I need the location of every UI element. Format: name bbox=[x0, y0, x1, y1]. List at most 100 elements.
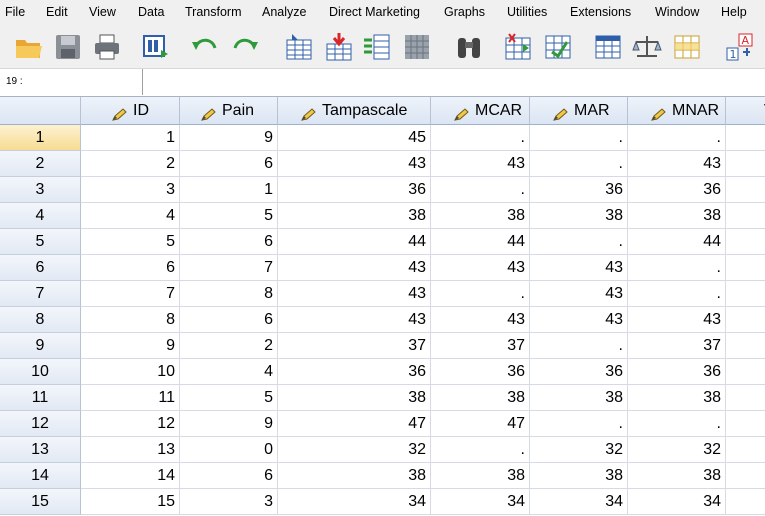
cell-id[interactable]: 2 bbox=[81, 151, 180, 177]
cell-tampascale[interactable]: 43 bbox=[278, 255, 431, 281]
cell-mar[interactable]: 36 bbox=[530, 177, 628, 203]
col-header-pain[interactable]: Pain bbox=[180, 97, 278, 125]
cell-mcar[interactable]: 47 bbox=[431, 411, 530, 437]
cell-partial[interactable] bbox=[726, 359, 765, 385]
cell-mcar[interactable]: 38 bbox=[431, 463, 530, 489]
cell-id[interactable]: 4 bbox=[81, 203, 180, 229]
cell-partial[interactable] bbox=[726, 411, 765, 437]
cell-partial[interactable] bbox=[726, 385, 765, 411]
cell-mnar[interactable]: 43 bbox=[628, 307, 726, 333]
row-header[interactable]: 2 bbox=[0, 151, 81, 177]
cell-tampascale[interactable]: 32 bbox=[278, 437, 431, 463]
cell-tampascale[interactable]: 38 bbox=[278, 463, 431, 489]
weight-cases-icon[interactable] bbox=[632, 32, 662, 62]
cell-mcar[interactable]: . bbox=[431, 281, 530, 307]
cell-mcar[interactable]: 38 bbox=[431, 203, 530, 229]
col-header-mar[interactable]: MAR bbox=[530, 97, 628, 125]
cell-pain[interactable]: 6 bbox=[180, 307, 278, 333]
cell-mnar[interactable]: 44 bbox=[628, 229, 726, 255]
row-header[interactable]: 3 bbox=[0, 177, 81, 203]
menu-view[interactable]: View bbox=[89, 5, 116, 19]
cell-id[interactable]: 11 bbox=[81, 385, 180, 411]
cell-tampascale[interactable]: 38 bbox=[278, 203, 431, 229]
insert-variable-icon[interactable] bbox=[543, 32, 573, 62]
menu-direct-marketing[interactable]: Direct Marketing bbox=[329, 5, 420, 19]
cell-mcar[interactable]: 37 bbox=[431, 333, 530, 359]
cell-id[interactable]: 1 bbox=[81, 125, 180, 151]
row-header[interactable]: 5 bbox=[0, 229, 81, 255]
cell-mar[interactable]: . bbox=[530, 125, 628, 151]
col-header-mnar[interactable]: MNAR bbox=[628, 97, 726, 125]
cell-mnar[interactable]: . bbox=[628, 255, 726, 281]
cell-tampascale[interactable]: 36 bbox=[278, 177, 431, 203]
find-icon[interactable] bbox=[402, 32, 432, 62]
cell-id[interactable]: 7 bbox=[81, 281, 180, 307]
cell-mnar[interactable]: 37 bbox=[628, 333, 726, 359]
cell-mcar[interactable]: 36 bbox=[431, 359, 530, 385]
cell-mnar[interactable]: . bbox=[628, 411, 726, 437]
cell-tampascale[interactable]: 43 bbox=[278, 307, 431, 333]
cell-partial[interactable] bbox=[726, 125, 765, 151]
cell-mar[interactable]: 34 bbox=[530, 489, 628, 515]
cell-pain[interactable]: 9 bbox=[180, 411, 278, 437]
cell-pain[interactable]: 2 bbox=[180, 333, 278, 359]
cell-pain[interactable]: 8 bbox=[180, 281, 278, 307]
cell-id[interactable]: 5 bbox=[81, 229, 180, 255]
cell-mcar[interactable]: 44 bbox=[431, 229, 530, 255]
cell-mar[interactable]: . bbox=[530, 151, 628, 177]
cell-mar[interactable]: . bbox=[530, 229, 628, 255]
row-header[interactable]: 4 bbox=[0, 203, 81, 229]
cell-mcar[interactable]: 43 bbox=[431, 307, 530, 333]
cell-tampascale[interactable]: 45 bbox=[278, 125, 431, 151]
cell-mcar[interactable]: . bbox=[431, 437, 530, 463]
cell-tampascale[interactable]: 37 bbox=[278, 333, 431, 359]
cell-mcar[interactable]: 43 bbox=[431, 151, 530, 177]
cell-mnar[interactable]: 36 bbox=[628, 359, 726, 385]
menu-utilities[interactable]: Utilities bbox=[507, 5, 548, 19]
cell-partial[interactable] bbox=[726, 151, 765, 177]
cell-mar[interactable]: . bbox=[530, 411, 628, 437]
cell-pain[interactable]: 5 bbox=[180, 385, 278, 411]
cell-partial[interactable] bbox=[726, 307, 765, 333]
cell-id[interactable]: 6 bbox=[81, 255, 180, 281]
undo-icon[interactable] bbox=[190, 32, 220, 62]
cell-mnar[interactable]: 34 bbox=[628, 489, 726, 515]
cell-mnar[interactable]: 38 bbox=[628, 463, 726, 489]
cell-mar[interactable]: 32 bbox=[530, 437, 628, 463]
cell-mar[interactable]: 38 bbox=[530, 203, 628, 229]
cell-mcar[interactable]: . bbox=[431, 177, 530, 203]
cell-pain[interactable]: 0 bbox=[180, 437, 278, 463]
cell-mnar[interactable]: . bbox=[628, 281, 726, 307]
cell-id[interactable]: 3 bbox=[81, 177, 180, 203]
open-data-icon[interactable] bbox=[14, 32, 44, 62]
cell-mar[interactable]: 38 bbox=[530, 385, 628, 411]
cell-mar[interactable]: . bbox=[530, 333, 628, 359]
cell-mcar[interactable]: . bbox=[431, 125, 530, 151]
cell-tampascale[interactable]: 44 bbox=[278, 229, 431, 255]
select-cases-icon[interactable] bbox=[672, 32, 702, 62]
split-file-icon[interactable] bbox=[593, 32, 623, 62]
go-to-variable-icon[interactable] bbox=[324, 32, 354, 62]
cell-id[interactable]: 14 bbox=[81, 463, 180, 489]
cell-id[interactable]: 10 bbox=[81, 359, 180, 385]
print-icon[interactable] bbox=[92, 32, 122, 62]
cell-id[interactable]: 8 bbox=[81, 307, 180, 333]
row-header[interactable]: 1 bbox=[0, 125, 81, 151]
cell-partial[interactable] bbox=[726, 489, 765, 515]
cell-pain[interactable]: 5 bbox=[180, 203, 278, 229]
cell-id[interactable]: 15 bbox=[81, 489, 180, 515]
cell-mnar[interactable]: 36 bbox=[628, 177, 726, 203]
menu-file[interactable]: File bbox=[5, 5, 26, 19]
cell-id[interactable]: 13 bbox=[81, 437, 180, 463]
go-to-case-icon[interactable] bbox=[284, 32, 314, 62]
cell-value-input[interactable] bbox=[145, 69, 763, 95]
cell-tampascale[interactable]: 36 bbox=[278, 359, 431, 385]
row-header[interactable]: 13 bbox=[0, 437, 81, 463]
row-header[interactable]: 8 bbox=[0, 307, 81, 333]
col-header-id[interactable]: ID bbox=[81, 97, 180, 125]
cell-tampascale[interactable]: 43 bbox=[278, 281, 431, 307]
insert-cases-icon[interactable] bbox=[503, 32, 533, 62]
cell-partial[interactable] bbox=[726, 437, 765, 463]
cell-partial[interactable] bbox=[726, 203, 765, 229]
